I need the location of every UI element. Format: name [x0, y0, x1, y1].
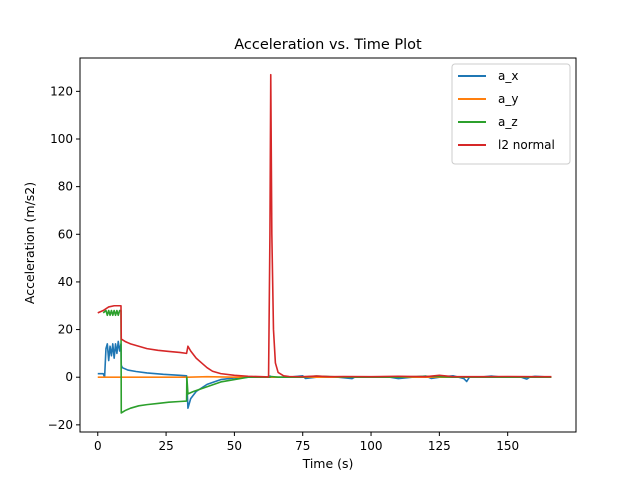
y-tick-label: 80 [58, 180, 73, 194]
x-tick-label: 75 [295, 439, 310, 453]
y-tick-label: 60 [58, 227, 73, 241]
x-tick-label: 125 [428, 439, 451, 453]
legend: a_x a_y a_z l2 normal [452, 64, 570, 164]
x-tick-label: 150 [496, 439, 519, 453]
legend-label: a_y [498, 92, 518, 106]
x-axis-label: Time (s) [302, 456, 354, 471]
legend-label: l2 normal [498, 138, 555, 152]
x-tick-label: 50 [227, 439, 242, 453]
y-tick-label: 0 [65, 370, 73, 384]
y-tick-label: 120 [50, 84, 73, 98]
legend-label: a_x [498, 69, 518, 83]
x-tick-label: 100 [360, 439, 383, 453]
y-tick-label: 20 [58, 323, 73, 337]
y-tick-label: −20 [48, 418, 73, 432]
x-tick-label: 0 [94, 439, 102, 453]
y-axis-label: Acceleration (m/s2) [22, 182, 37, 304]
legend-label: a_z [498, 115, 518, 129]
x-tick-label: 25 [158, 439, 173, 453]
chart-title: Acceleration vs. Time Plot [234, 37, 422, 53]
y-tick-label: 40 [58, 275, 73, 289]
y-tick-label: 100 [50, 132, 73, 146]
